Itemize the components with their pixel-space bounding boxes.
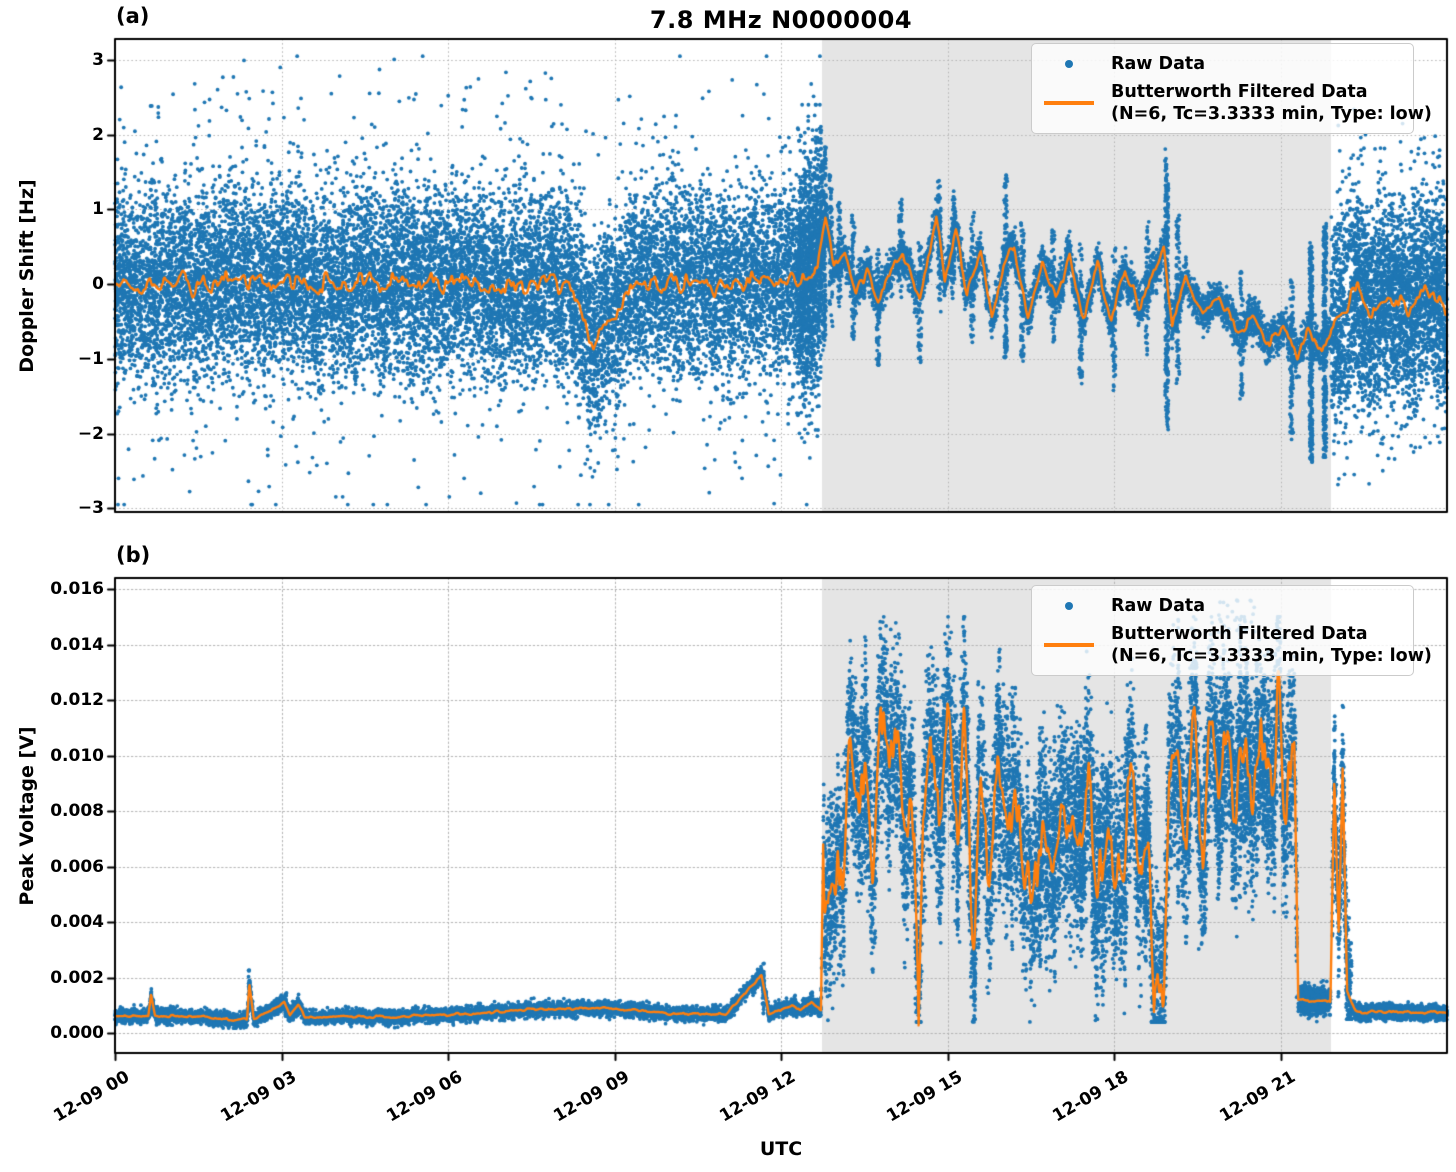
y-tick-label-panel-b: 0.002 <box>50 967 104 988</box>
y-tick-label-panel-a: 3 <box>92 49 104 70</box>
legend-raw-label: Raw Data <box>1111 596 1206 616</box>
legend-row-raw: Raw Data <box>1043 595 1402 617</box>
y-tick-label-panel-b: 0.006 <box>50 856 104 877</box>
y-tick-label-panel-a: −2 <box>77 423 104 444</box>
legend-row-filtered: Butterworth Filtered Data (N=6, Tc=3.3333… <box>1043 81 1432 125</box>
panel-b-tag: (b) <box>116 543 151 567</box>
y-tick-label-panel-a: 2 <box>92 124 104 145</box>
legend-filtered-label-line2: (N=6, Tc=3.3333 min, Type: low) <box>1111 104 1432 124</box>
y-tick-label-panel-a: 1 <box>92 199 104 220</box>
x-axis-label: UTC <box>759 1138 803 1160</box>
y-tick-label-panel-a: −3 <box>77 498 104 519</box>
y-tick-label-panel-a: 0 <box>92 274 104 295</box>
y-tick-label-panel-b: 0.004 <box>50 912 104 933</box>
raw-data-marker-icon <box>1065 60 1073 68</box>
y-tick-label-panel-b: 0.008 <box>50 801 104 822</box>
y-tick-label-panel-b: 0.014 <box>50 634 104 655</box>
y-tick-label-panel-b: 0.016 <box>50 579 104 600</box>
legend-raw-label: Raw Data <box>1111 54 1206 74</box>
y-tick-label-panel-b: 0.010 <box>50 745 104 766</box>
legend-filtered-label-line1: Butterworth Filtered Data <box>1111 624 1368 644</box>
legend-panel-a: Raw Data Butterworth Filtered Data (N=6, … <box>1031 43 1432 134</box>
y-tick-label-panel-b: 0.000 <box>50 1023 104 1044</box>
legend-row-raw: Raw Data <box>1043 53 1402 75</box>
filtered-line-swatch-icon <box>1044 101 1094 105</box>
y-tick-label-panel-b: 0.012 <box>50 690 104 711</box>
legend-row-filtered: Butterworth Filtered Data (N=6, Tc=3.3333… <box>1043 623 1432 667</box>
legend-filtered-label-line2: (N=6, Tc=3.3333 min, Type: low) <box>1111 646 1432 666</box>
figure-title: 7.8 MHz N0000004 <box>649 6 913 34</box>
legend-panel-b: Raw Data Butterworth Filtered Data (N=6, … <box>1031 585 1432 676</box>
filtered-line-swatch-icon <box>1044 643 1094 647</box>
raw-data-marker-icon <box>1065 602 1073 610</box>
panel-a-tag: (a) <box>116 4 150 28</box>
y-tick-label-panel-a: −1 <box>77 348 104 369</box>
legend-filtered-label-line1: Butterworth Filtered Data <box>1111 82 1368 102</box>
